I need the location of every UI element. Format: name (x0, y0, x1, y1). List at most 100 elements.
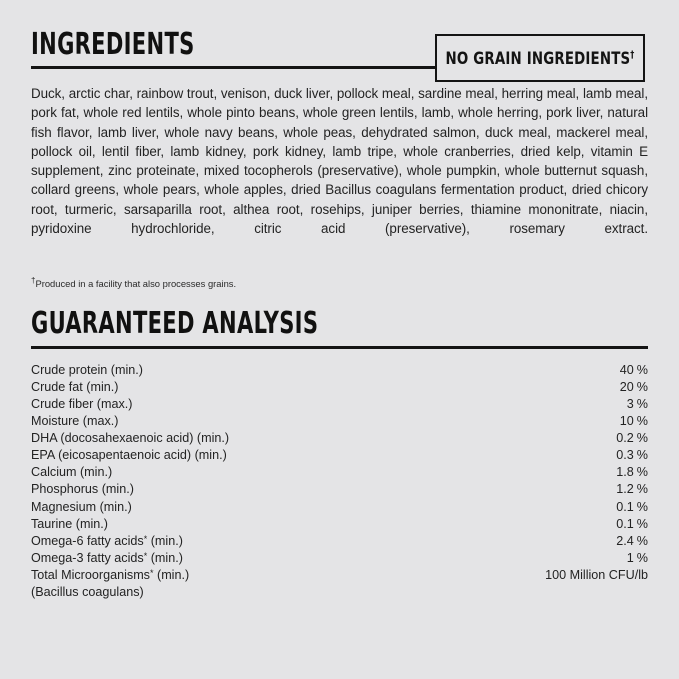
analysis-row: Taurine (min.) 0.1% (31, 516, 648, 533)
analysis-value-number: 0.1 (616, 516, 634, 531)
analysis-label-text: Moisture (max.) (31, 414, 119, 429)
no-grain-ingredients-badge: NO GRAIN INGREDIENTS† (435, 34, 645, 82)
ingredients-header: INGREDIENTS (31, 0, 648, 60)
analysis-label-text: Crude fiber (max.) (31, 396, 133, 411)
analysis-label-text: Phosphorus (min.) (31, 482, 134, 497)
guaranteed-analysis-table: Crude protein (min.) 40% Crude fat (min.) 2… (31, 362, 648, 601)
analysis-label-marker: * (149, 567, 154, 578)
analysis-value-unit: % (636, 550, 648, 565)
analysis-row-value: 0.2% (437, 430, 648, 447)
analysis-value-unit: % (636, 482, 648, 497)
analysis-row-label: Calcium (min.) (31, 464, 437, 481)
analysis-row-value: 40% (437, 362, 648, 379)
analysis-label-text: Omega-3 fatty acids (31, 550, 144, 565)
analysis-row-label: Crude protein (min.) (31, 362, 437, 379)
analysis-row-label: Magnesium (min.) (31, 499, 437, 516)
analysis-row-value: 10% (437, 413, 648, 430)
analysis-value-number: 40 (619, 362, 634, 377)
analysis-row-label: EPA (eicosapentaenoic acid) (min.) (31, 447, 437, 464)
analysis-value-number: 0.3 (616, 448, 634, 463)
analysis-value-number: 0.1 (616, 499, 634, 514)
no-grain-badge-label: NO GRAIN INGREDIENTS† (445, 49, 634, 68)
analysis-value-number: 0.2 (616, 431, 634, 446)
footnote-text: Produced in a facility that also process… (35, 277, 237, 289)
analysis-row: Moisture (max.) 10% (31, 413, 648, 430)
analysis-value-number: 3 (626, 396, 634, 411)
analysis-value-unit: % (636, 379, 648, 394)
analysis-label-text: (Bacillus coagulans) (31, 585, 144, 600)
analysis-value-unit: % (636, 396, 648, 411)
analysis-row-label: Total Microorganisms* (min.) (31, 567, 437, 584)
analysis-row-value: 1.2% (437, 481, 648, 498)
ingredients-divider-rule (31, 66, 437, 69)
analysis-row-value: 1% (437, 550, 648, 567)
guaranteed-analysis-section: GUARANTEED ANALYSIS Crude protein (min.)… (31, 308, 648, 601)
analysis-row-label: Omega-6 fatty acids* (min.) (31, 533, 437, 550)
analysis-row: (Bacillus coagulans) (31, 584, 648, 601)
analysis-label-text: Taurine (min.) (31, 516, 108, 531)
analysis-label-text: Total Microorganisms (31, 567, 150, 582)
analysis-row-value: 0.3% (437, 447, 648, 464)
analysis-value-number: 2.4 (616, 533, 634, 548)
analysis-value-unit: % (636, 362, 648, 377)
guaranteed-analysis-rows: Crude protein (min.) 40% Crude fat (min.) 2… (31, 362, 648, 601)
analysis-label-tail: (min.) (153, 567, 190, 582)
analysis-value-number: 20 (619, 379, 634, 394)
analysis-row-label: Taurine (min.) (31, 516, 437, 533)
analysis-row: Calcium (min.) 1.8% (31, 464, 648, 481)
analysis-label-marker: * (143, 533, 148, 544)
analysis-value-unit: % (636, 431, 648, 446)
analysis-value-number: 1.2 (616, 482, 634, 497)
ingredients-text: Duck, arctic char, rainbow trout, veniso… (31, 86, 648, 237)
analysis-row-value: 100 Million CFU/lb (437, 567, 648, 584)
analysis-label-text: Crude protein (min.) (31, 362, 143, 377)
analysis-value-number: 100 Million CFU/lb (545, 567, 648, 582)
analysis-label-text: DHA (docosahexaenoic acid) (min.) (31, 431, 230, 446)
analysis-row-label: Phosphorus (min.) (31, 481, 437, 498)
analysis-value-unit: % (636, 533, 648, 548)
analysis-row: Omega-3 fatty acids* (min.) 1% (31, 550, 648, 567)
analysis-label-text: EPA (eicosapentaenoic acid) (min.) (31, 448, 227, 463)
analysis-value-number: 1 (626, 550, 634, 565)
analysis-label-tail: (min.) (147, 533, 183, 548)
analysis-label-tail: (min.) (147, 550, 183, 565)
analysis-row: Crude fat (min.) 20% (31, 379, 648, 396)
analysis-row: DHA (docosahexaenoic acid) (min.) 0.2% (31, 430, 648, 447)
analysis-value-number: 1.8 (616, 465, 634, 480)
analysis-row-value: 0.1% (437, 516, 648, 533)
analysis-row: Crude fiber (max.) 3% (31, 396, 648, 413)
analysis-row-value: 2.4% (437, 533, 648, 550)
analysis-row-label: DHA (docosahexaenoic acid) (min.) (31, 430, 437, 447)
analysis-row-label: Crude fat (min.) (31, 379, 437, 396)
analysis-row-value: 3% (437, 396, 648, 413)
no-grain-badge-text: NO GRAIN INGREDIENTS (445, 48, 631, 68)
analysis-row-value (437, 584, 648, 601)
analysis-value-unit: % (636, 499, 648, 514)
badge-dagger-marker: † (630, 49, 635, 60)
guaranteed-analysis-header: GUARANTEED ANALYSIS (31, 308, 648, 339)
analysis-row: Total Microorganisms* (min.) 100 Million … (31, 567, 648, 584)
analysis-row-label: Omega-3 fatty acids* (min.) (31, 550, 437, 567)
analysis-label-text: Magnesium (min.) (31, 499, 132, 514)
analysis-row: Phosphorus (min.) 1.2% (31, 481, 648, 498)
analysis-row-value: 0.1% (437, 499, 648, 516)
analysis-row: Magnesium (min.) 0.1% (31, 499, 648, 516)
analysis-value-unit: % (636, 414, 648, 429)
ingredients-footnote: †Produced in a facility that also proces… (31, 275, 648, 290)
analysis-label-text: Omega-6 fatty acids (31, 533, 144, 548)
analysis-row-value: 1.8% (437, 464, 648, 481)
analysis-row-label: (Bacillus coagulans) (31, 584, 437, 601)
analysis-label-marker: * (143, 550, 148, 561)
analysis-row: EPA (eicosapentaenoic acid) (min.) 0.3% (31, 447, 648, 464)
ingredients-title: INGREDIENTS (31, 27, 195, 62)
analysis-value-unit: % (636, 448, 648, 463)
analysis-row: Omega-6 fatty acids* (min.) 2.4% (31, 533, 648, 550)
analysis-label-text: Crude fat (min.) (31, 379, 119, 394)
guaranteed-analysis-divider-rule (31, 345, 648, 349)
analysis-label-text: Calcium (min.) (31, 465, 113, 480)
analysis-value-number: 10 (619, 414, 634, 429)
analysis-value-unit: % (636, 465, 648, 480)
analysis-row-label: Moisture (max.) (31, 413, 437, 430)
footnote-dagger-marker: † (31, 275, 36, 285)
